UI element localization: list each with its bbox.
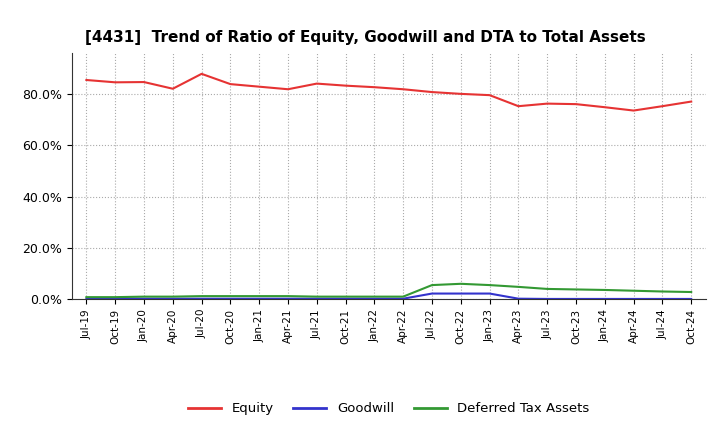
Legend: Equity, Goodwill, Deferred Tax Assets: Equity, Goodwill, Deferred Tax Assets: [183, 397, 595, 421]
Text: [4431]  Trend of Ratio of Equity, Goodwill and DTA to Total Assets: [4431] Trend of Ratio of Equity, Goodwil…: [85, 29, 645, 45]
